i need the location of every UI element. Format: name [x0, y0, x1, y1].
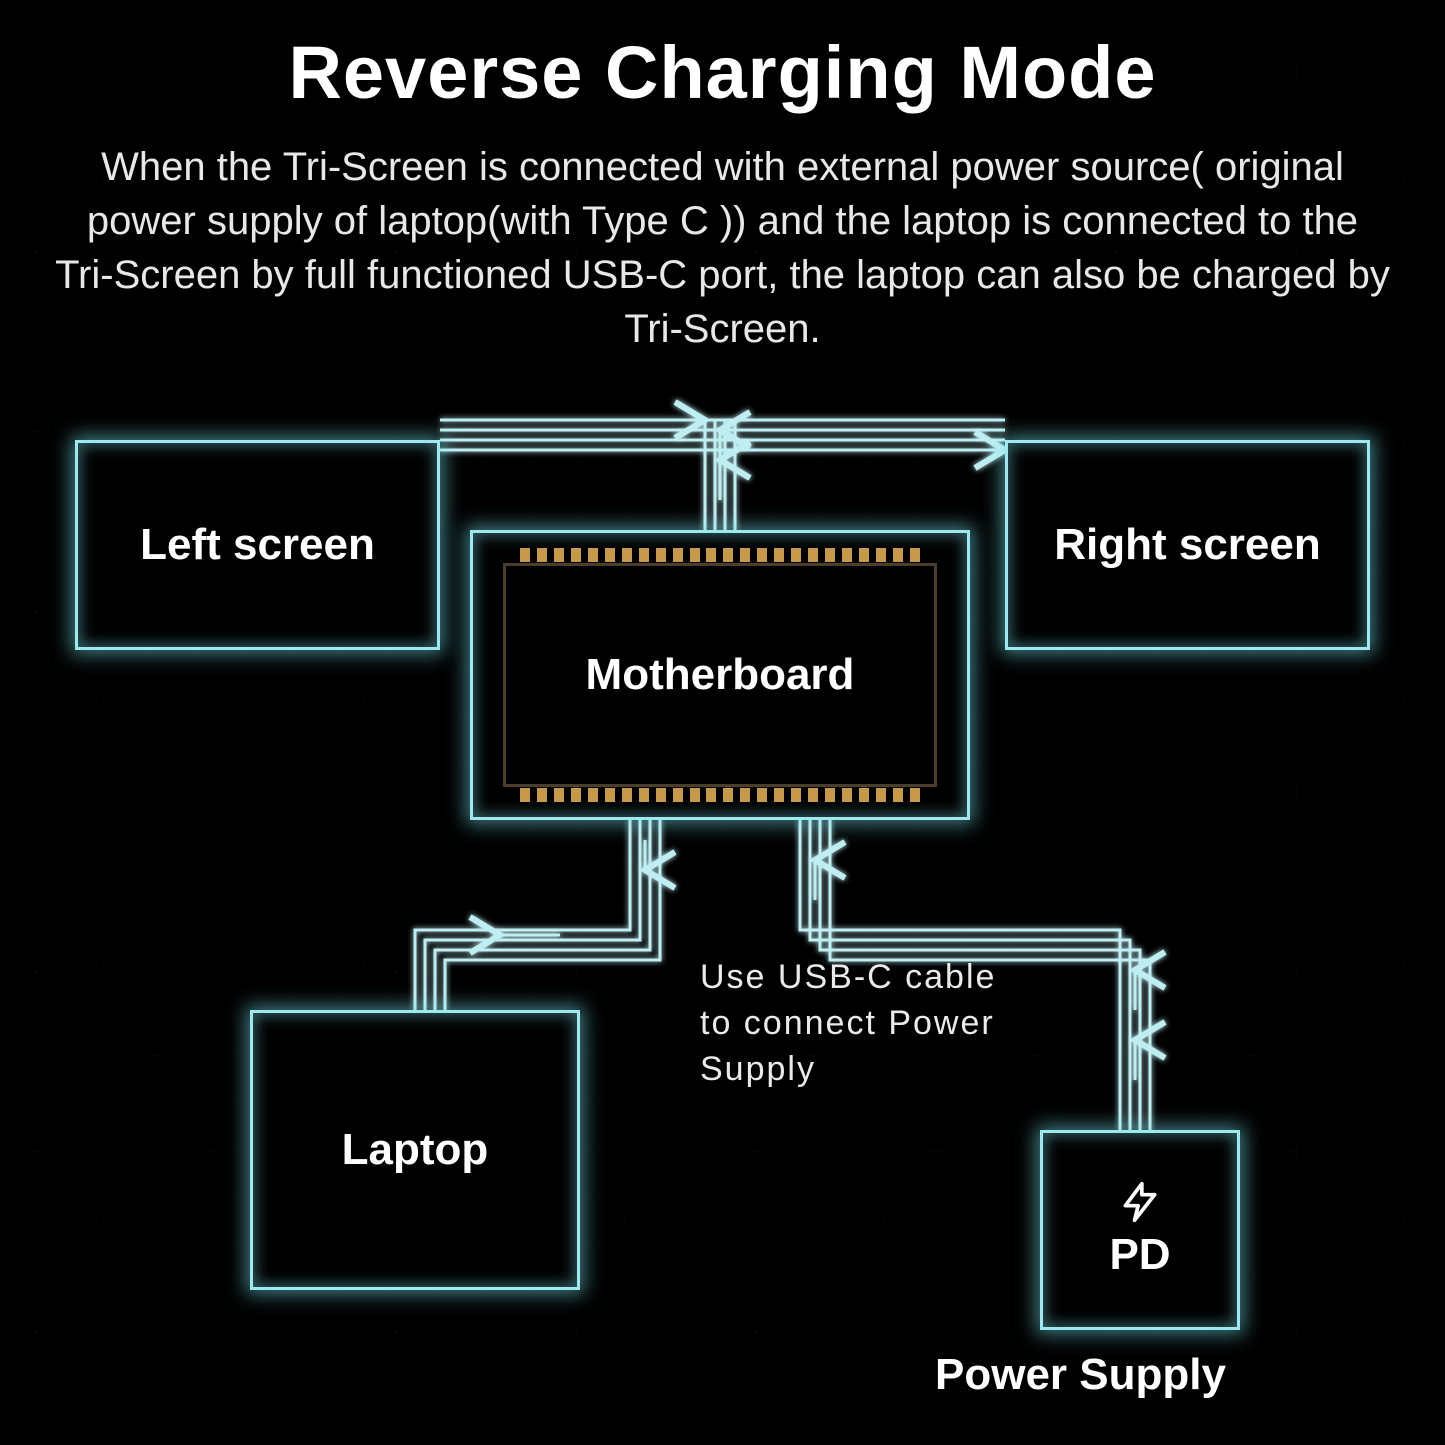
right-screen-label: Right screen — [1054, 520, 1321, 570]
chip-pins-bottom — [520, 788, 920, 802]
node-right-screen: Right screen — [1005, 440, 1370, 650]
pd-label: PD — [1109, 1230, 1170, 1280]
power-supply-caption: Power Supply — [935, 1350, 1226, 1400]
left-screen-label: Left screen — [140, 520, 375, 570]
node-left-screen: Left screen — [75, 440, 440, 650]
page-title: Reverse Charging Mode — [0, 30, 1445, 115]
usb-cable-note: Use USB-C cable to connect Power Supply — [700, 955, 1030, 1093]
motherboard-label: Motherboard — [586, 650, 855, 700]
node-laptop: Laptop — [250, 1010, 580, 1290]
node-power-supply: PD — [1040, 1130, 1240, 1330]
laptop-label: Laptop — [342, 1125, 489, 1175]
description-text: When the Tri-Screen is connected with ex… — [55, 140, 1390, 356]
chip-icon: Motherboard — [503, 563, 937, 787]
lightning-icon — [1118, 1180, 1162, 1224]
node-motherboard: Motherboard — [470, 530, 970, 820]
chip-pins-top — [520, 548, 920, 562]
